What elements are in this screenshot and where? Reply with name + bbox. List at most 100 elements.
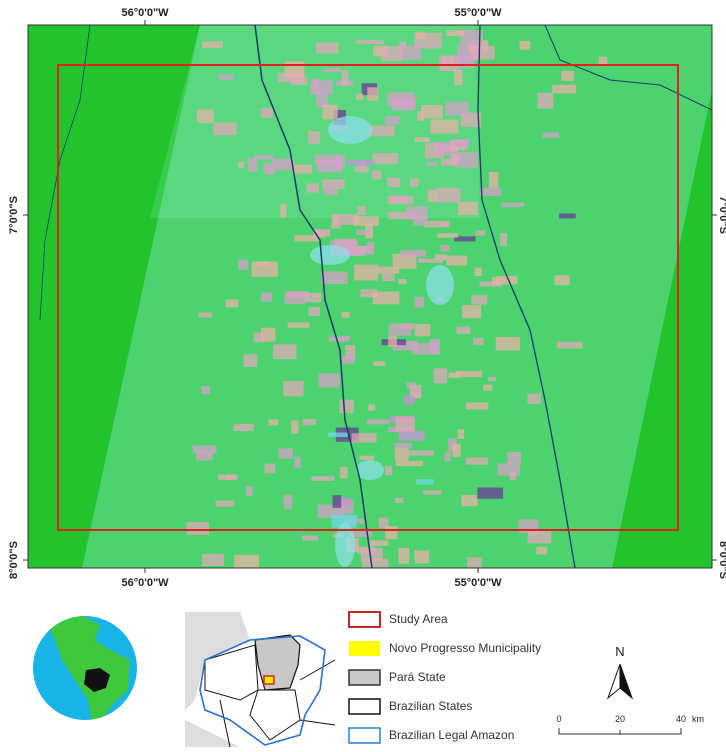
cleared-patch bbox=[387, 177, 400, 187]
cleared-patch bbox=[410, 178, 419, 187]
cleared-patch bbox=[254, 155, 273, 159]
cleared-patch bbox=[373, 153, 398, 164]
cleared-patch bbox=[321, 272, 347, 285]
haze-patch bbox=[310, 245, 350, 265]
cleared-patch bbox=[368, 540, 388, 546]
cleared-patch bbox=[542, 132, 559, 137]
cleared-patch bbox=[382, 274, 395, 281]
coord-label: 8°0'0"S bbox=[8, 541, 20, 579]
cleared-patch bbox=[272, 159, 294, 171]
cleared-patch bbox=[261, 292, 272, 301]
arrow-half bbox=[608, 664, 620, 698]
study-location bbox=[264, 676, 274, 684]
cleared-patch bbox=[456, 152, 478, 168]
cleared-patch bbox=[218, 74, 233, 79]
cleared-patch bbox=[462, 305, 481, 318]
cleared-patch bbox=[434, 368, 448, 383]
cleared-patch bbox=[354, 216, 379, 226]
cleared-patch bbox=[333, 495, 342, 508]
cleared-patch bbox=[292, 164, 312, 173]
globe bbox=[33, 612, 137, 722]
cleared-patch bbox=[252, 262, 278, 277]
cleared-patch bbox=[417, 111, 424, 121]
figure: 56°0'0"W 55°0'0"W 56°0'0"W 55°0'0"W 7°0'… bbox=[0, 0, 726, 747]
cleared-patch bbox=[436, 188, 460, 203]
cleared-patch bbox=[398, 430, 424, 441]
cleared-patch bbox=[445, 102, 469, 116]
cleared-patch bbox=[466, 458, 488, 465]
cleared-patch bbox=[559, 213, 576, 218]
cleared-patch bbox=[341, 356, 355, 364]
cleared-patch bbox=[424, 221, 449, 228]
haze-patch bbox=[356, 460, 384, 480]
cleared-patch bbox=[430, 119, 458, 133]
cleared-patch bbox=[446, 256, 467, 266]
scale-unit: km bbox=[692, 714, 704, 724]
cleared-patch bbox=[385, 466, 392, 476]
cleared-patch bbox=[500, 233, 507, 246]
cleared-patch bbox=[416, 479, 434, 484]
cleared-patch bbox=[354, 265, 378, 281]
cleared-patch bbox=[561, 71, 574, 81]
cleared-patch bbox=[467, 557, 481, 572]
coord-label: 55°0'0"W bbox=[454, 7, 502, 19]
cleared-patch bbox=[265, 464, 276, 474]
cleared-patch bbox=[367, 242, 375, 254]
cleared-patch bbox=[328, 433, 347, 438]
cleared-patch bbox=[415, 297, 424, 308]
cleared-patch bbox=[202, 41, 223, 47]
cleared-patch bbox=[340, 467, 347, 478]
cleared-patch bbox=[254, 333, 266, 343]
cleared-patch bbox=[389, 324, 412, 336]
cleared-patch bbox=[475, 268, 482, 276]
cleared-patch bbox=[445, 452, 451, 462]
cleared-patch bbox=[418, 259, 443, 263]
cleared-patch bbox=[280, 204, 286, 218]
cleared-patch bbox=[285, 291, 306, 304]
cleared-patch bbox=[279, 448, 293, 458]
legend-label: Pará State bbox=[389, 670, 446, 684]
cleared-patch bbox=[291, 420, 298, 433]
cleared-patch bbox=[356, 230, 370, 235]
cleared-patch bbox=[396, 461, 423, 466]
cleared-patch bbox=[198, 313, 212, 318]
cleared-patch bbox=[398, 279, 406, 284]
coord-label: 56°0'0"W bbox=[121, 577, 169, 589]
cleared-patch bbox=[311, 476, 334, 481]
legend-label: Novo Progresso Municipality bbox=[389, 641, 541, 655]
cleared-patch bbox=[483, 385, 492, 391]
cleared-patch bbox=[354, 167, 369, 173]
cleared-patch bbox=[519, 41, 530, 50]
legend-swatch bbox=[349, 728, 380, 743]
scale-label: 40 bbox=[676, 714, 686, 724]
cleared-patch bbox=[509, 472, 516, 480]
cleared-patch bbox=[187, 522, 209, 535]
cleared-patch bbox=[557, 342, 583, 349]
cleared-patch bbox=[507, 452, 521, 464]
cleared-patch bbox=[457, 326, 471, 334]
cleared-patch bbox=[457, 55, 474, 69]
cleared-patch bbox=[528, 530, 552, 543]
haze-patch bbox=[328, 116, 372, 144]
cleared-patch bbox=[395, 498, 403, 503]
cleared-patch bbox=[498, 463, 520, 475]
cleared-patch bbox=[398, 548, 409, 564]
cleared-patch bbox=[554, 275, 569, 285]
legend-swatch bbox=[349, 612, 380, 627]
cleared-patch bbox=[437, 233, 458, 237]
scale-label: 20 bbox=[615, 714, 625, 724]
cleared-patch bbox=[408, 450, 434, 455]
cleared-patch bbox=[193, 445, 217, 453]
coord-label: 55°0'0"W bbox=[454, 577, 502, 589]
north-arrow: N bbox=[608, 644, 632, 698]
coord-label: 8°0'0"S bbox=[717, 541, 726, 579]
cleared-patch bbox=[428, 190, 437, 202]
cleared-patch bbox=[307, 184, 319, 193]
cleared-patch bbox=[492, 277, 499, 285]
cleared-patch bbox=[302, 536, 318, 541]
cleared-patch bbox=[416, 32, 425, 40]
legend: Study Area Novo Progresso Municipality P… bbox=[349, 612, 541, 743]
satellite-map bbox=[28, 25, 712, 572]
cleared-patch bbox=[414, 137, 429, 142]
cleared-patch bbox=[475, 230, 485, 235]
